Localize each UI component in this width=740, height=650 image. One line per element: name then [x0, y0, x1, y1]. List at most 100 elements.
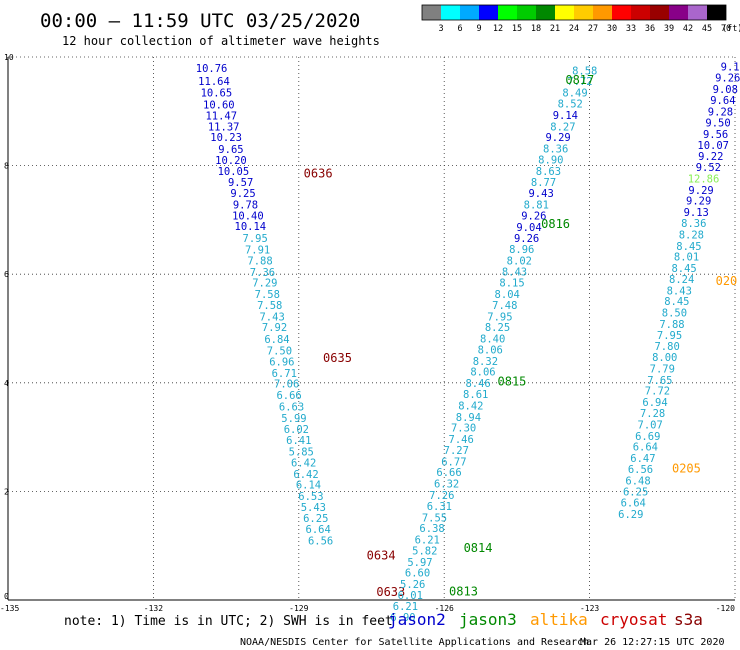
pass-time-label: 0635: [323, 351, 352, 365]
scale-swatch: [498, 5, 517, 20]
wave-height-point: 8.06: [478, 344, 503, 356]
wave-height-point: 9.26: [514, 233, 539, 245]
wave-height-point: 7.36: [250, 267, 275, 279]
pass-time-label: 0813: [449, 585, 478, 599]
wave-height-point: 6.38: [419, 523, 444, 535]
scale-label: 15: [512, 24, 522, 34]
wave-height-point: 8.36: [543, 144, 568, 156]
x-tick-label: -123: [580, 604, 599, 613]
scale-swatch: [612, 5, 631, 20]
scale-swatch: [555, 5, 574, 20]
scale-label: 27: [588, 24, 598, 34]
wave-height-point: 6.02: [284, 424, 309, 436]
wave-height-point: 5.97: [407, 557, 432, 569]
pass-time-label: 0815: [498, 375, 527, 389]
wave-height-point: 9.08: [713, 84, 738, 96]
wave-height-point: 7.88: [659, 319, 684, 331]
wave-height-point: 8.61: [463, 389, 488, 401]
wave-height-point: 8.15: [499, 278, 524, 290]
scale-swatch: [517, 5, 536, 20]
wave-height-point: 9.65: [218, 144, 243, 156]
wave-height-point: 7.72: [567, 76, 592, 88]
wave-height-point: 11.37: [208, 121, 240, 133]
wave-height-point: 7.72: [645, 386, 670, 398]
y-tick-label: 4: [4, 379, 9, 388]
scale-label: 21: [550, 24, 560, 34]
wave-height-point: 8.45: [676, 241, 701, 253]
wave-height-point: 6.31: [427, 501, 452, 513]
wave-height-point: 8.49: [562, 88, 587, 100]
wave-height-point: 5.85: [289, 447, 314, 459]
wave-height-point: 7.88: [247, 255, 272, 267]
wave-height-point: 7.43: [259, 311, 284, 323]
mission-jason3: jason3: [459, 610, 517, 629]
wave-height-point: 5.99: [281, 413, 306, 425]
wave-height-point: 6.60: [405, 568, 430, 580]
wave-height-point: 6.69: [635, 431, 660, 443]
pass-time-label: 0634: [367, 548, 396, 562]
wave-height-point: 8.45: [664, 296, 689, 308]
scale-label: 36: [645, 24, 655, 34]
scale-swatch: [593, 5, 612, 20]
x-tick-label: -120: [716, 604, 735, 613]
wave-height-point: 7.46: [449, 434, 474, 446]
wave-height-point: 10.60: [203, 100, 235, 112]
scale-label: 24: [569, 24, 579, 34]
wave-height-point: 9.22: [698, 151, 723, 163]
wave-height-point: 8.50: [662, 308, 687, 320]
wave-height-point: 6.47: [630, 453, 655, 465]
mission-s3a: s3a: [674, 610, 703, 629]
wave-height-point: 6.77: [441, 456, 466, 468]
wave-height-point: 6.90: [390, 612, 415, 624]
wave-height-point: 7.30: [451, 423, 476, 435]
pass-time-label: 0636: [304, 167, 333, 181]
scale-swatch: [669, 5, 688, 20]
wave-height-point: 6.71: [272, 368, 297, 380]
wave-height-point: 6.01: [398, 590, 423, 602]
wave-height-point: 8.43: [667, 285, 692, 297]
scale-label: 42: [683, 24, 693, 34]
scale-label: 45: [702, 24, 712, 34]
wave-height-point: 8.02: [507, 255, 532, 267]
wave-height-point: 8.04: [495, 289, 520, 301]
x-tick-label: -132: [144, 604, 163, 613]
scale-label: 30: [607, 24, 617, 34]
wave-height-point: 8.27: [550, 121, 575, 133]
chart-subtitle: 12 hour collection of altimeter wave hei…: [62, 34, 380, 48]
wave-height-point: 7.65: [647, 375, 672, 387]
y-tick-label: 10: [4, 53, 14, 62]
track-cryosat-descending: 10.7611.6410.6510.6011.4711.3710.239.651…: [196, 63, 405, 599]
scale-swatch: [631, 5, 650, 20]
wave-height-point: 6.25: [623, 487, 648, 499]
scale-label: 70: [721, 24, 731, 34]
wave-height-point: 6.64: [633, 442, 658, 454]
wave-height-point: 7.48: [492, 300, 517, 312]
y-tick-label: 8: [4, 162, 9, 171]
y-tick-label: 0: [4, 592, 9, 601]
wave-height-point: 8.01: [674, 252, 699, 264]
wave-height-point: 8.25: [485, 322, 510, 334]
wave-height-point: 8.63: [536, 166, 561, 178]
wave-height-point: 6.63: [279, 401, 304, 413]
footer-note: note: 1) Time is in UTC; 2) SWH is in fe…: [64, 614, 393, 629]
footer-timestamp: Mar 26 12:27:15 UTC 2020: [580, 637, 725, 648]
wave-height-point: 7.06: [274, 379, 299, 391]
mission-legend: jason2 jason3 altika cryosat s3a: [388, 610, 703, 629]
pass-time-label: 0633: [376, 585, 405, 599]
wave-height-point: 7.92: [262, 322, 287, 334]
wave-height-point: 6.42: [293, 469, 318, 481]
track-jason3-ascending: 8.587.728.498.529.148.279.298.368.908.63…: [390, 65, 597, 624]
wave-height-point: 9.56: [703, 129, 728, 141]
wave-height-point: 9.78: [233, 199, 258, 211]
wave-height-point: 9.25: [230, 188, 255, 200]
wave-height-point: 9.29: [688, 185, 713, 197]
wave-height-point: 6.25: [303, 513, 328, 525]
wave-height-point: 7.58: [257, 300, 282, 312]
wave-height-point: 9.64: [710, 95, 735, 107]
scale-swatch: [422, 5, 441, 20]
mission-cryosat: cryosat: [600, 610, 667, 629]
wave-height-point: 9.28: [708, 107, 733, 119]
wave-height-point: 7.79: [650, 363, 675, 375]
wave-height-point: 7.95: [487, 311, 512, 323]
